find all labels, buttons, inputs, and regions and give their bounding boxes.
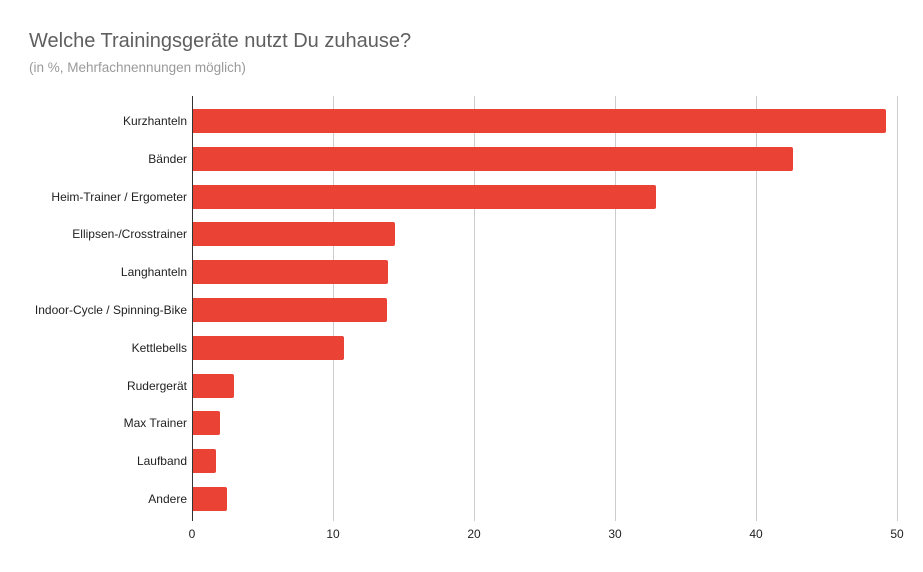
category-label: Heim-Trainer / Ergometer bbox=[51, 189, 187, 204]
x-tick-label: 50 bbox=[890, 527, 904, 541]
bar[interactable] bbox=[193, 260, 388, 285]
category-label: Kurzhanteln bbox=[122, 114, 187, 128]
chart-title: Welche Trainingsgeräte nutzt Du zuhause? bbox=[29, 30, 412, 52]
bar[interactable] bbox=[193, 335, 345, 360]
category-label: Laufband bbox=[136, 454, 187, 469]
bar[interactable] bbox=[193, 146, 793, 171]
bar[interactable] bbox=[193, 373, 235, 398]
x-tick-label: 20 bbox=[467, 527, 481, 541]
category-label: Andere bbox=[148, 492, 187, 506]
category-label: Langhanteln bbox=[120, 265, 187, 280]
gridline bbox=[615, 96, 616, 521]
chart-subtitle: (in %, Mehrfachnennungen möglich) bbox=[29, 60, 246, 75]
category-label: Ellipsen-/Crosstrainer bbox=[72, 227, 187, 242]
bar[interactable] bbox=[193, 487, 228, 511]
category-label: Bänder bbox=[148, 151, 187, 166]
x-tick-label: 10 bbox=[326, 527, 340, 541]
bar[interactable] bbox=[193, 449, 216, 474]
gridline bbox=[756, 96, 757, 521]
category-label: Kettlebells bbox=[131, 340, 187, 355]
category-label: Max Trainer bbox=[123, 416, 187, 431]
y-axis-line bbox=[192, 96, 193, 521]
category-label: Rudergerät bbox=[126, 378, 187, 393]
category-label: Indoor-Cycle / Spinning-Bike bbox=[34, 303, 187, 317]
x-tick-label: 30 bbox=[608, 527, 622, 541]
bar[interactable] bbox=[193, 298, 387, 322]
x-tick-label: 40 bbox=[749, 527, 763, 541]
gridline bbox=[897, 96, 898, 521]
bar[interactable] bbox=[193, 222, 396, 247]
bar[interactable] bbox=[193, 184, 656, 209]
plot-area bbox=[192, 96, 898, 521]
x-tick-label: 0 bbox=[188, 527, 196, 541]
bar[interactable] bbox=[193, 109, 886, 133]
bar[interactable] bbox=[193, 411, 221, 436]
gridline bbox=[474, 96, 475, 521]
